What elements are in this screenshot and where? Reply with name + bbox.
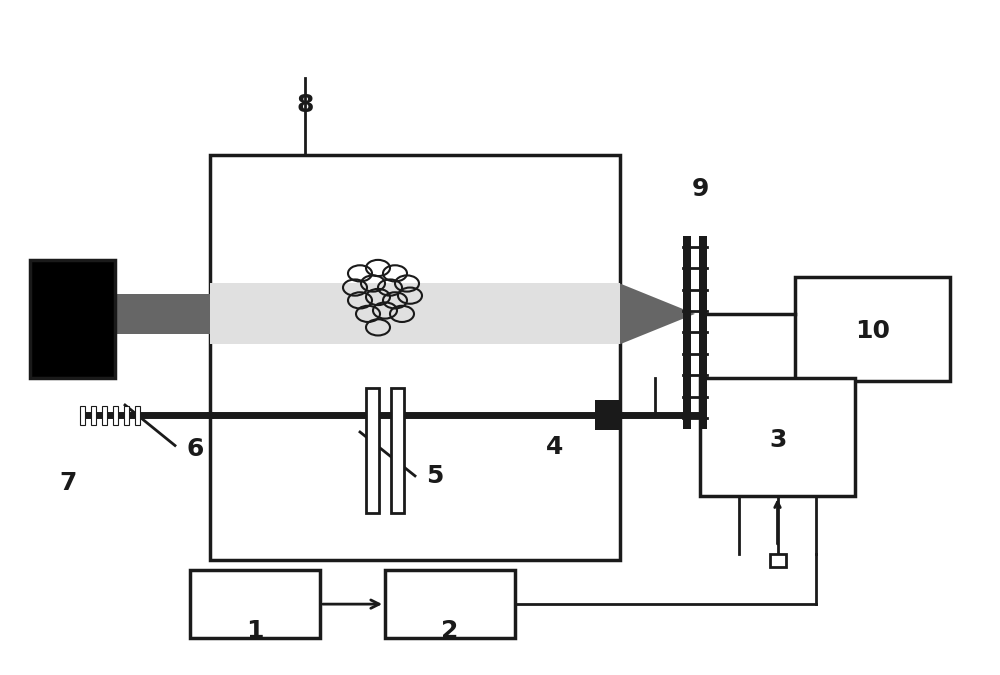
Text: 6: 6 bbox=[186, 437, 204, 461]
Text: 4: 4 bbox=[546, 435, 564, 459]
Bar bbox=[190, 570, 320, 638]
Bar bbox=[366, 388, 379, 513]
Bar bbox=[115, 294, 210, 333]
Text: 3: 3 bbox=[769, 428, 787, 452]
Bar bbox=[595, 400, 620, 430]
Bar bbox=[124, 406, 129, 425]
Text: 8: 8 bbox=[296, 92, 314, 117]
Text: 7: 7 bbox=[59, 470, 77, 495]
Bar bbox=[391, 388, 404, 513]
Text: 9: 9 bbox=[691, 177, 709, 201]
Polygon shape bbox=[620, 284, 695, 344]
Bar bbox=[699, 236, 707, 429]
Bar bbox=[700, 378, 855, 496]
Bar bbox=[30, 260, 115, 378]
Bar bbox=[80, 406, 85, 425]
Text: 1: 1 bbox=[246, 619, 264, 643]
Text: 2: 2 bbox=[441, 619, 459, 643]
Bar bbox=[210, 284, 620, 344]
Text: 5: 5 bbox=[426, 464, 444, 488]
Bar bbox=[113, 406, 118, 425]
Bar bbox=[385, 570, 515, 638]
Text: 10: 10 bbox=[856, 319, 891, 343]
Bar bbox=[770, 554, 786, 567]
Bar bbox=[91, 406, 96, 425]
Bar bbox=[683, 236, 691, 429]
Bar bbox=[210, 155, 620, 560]
Bar bbox=[795, 277, 950, 381]
Bar bbox=[135, 406, 140, 425]
Bar bbox=[102, 406, 107, 425]
